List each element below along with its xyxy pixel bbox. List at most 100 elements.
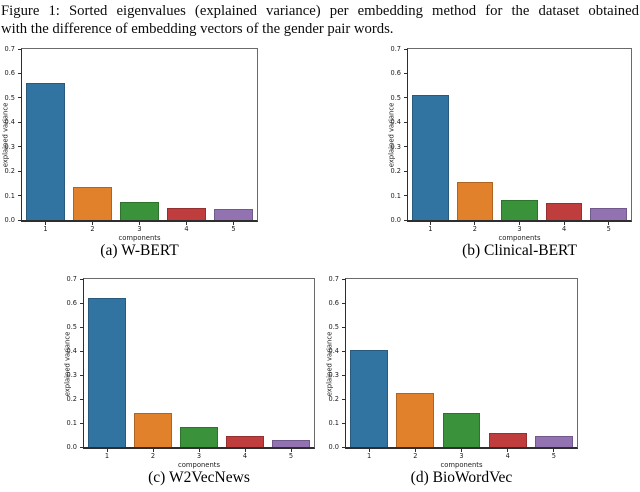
x-tick-label: 2: [472, 225, 477, 233]
plot-area: [21, 48, 258, 222]
y-tick-mark: [18, 48, 21, 50]
y-tick-label: 0.6: [4, 69, 16, 78]
y-tick-mark: [80, 446, 83, 448]
x-tick-label: 1: [43, 225, 48, 233]
y-tick-label: 0.4: [66, 347, 78, 355]
y-axis-label: explained variance: [64, 331, 72, 396]
y-tick-mark: [80, 350, 83, 352]
y-tick-label: 0.1: [328, 419, 340, 427]
x-tick-mark: [233, 222, 234, 225]
y-tick-label: 0.4: [390, 118, 402, 127]
y-tick-label: 0.4: [4, 118, 16, 127]
figure-caption-line2: with the difference of embedding vectors…: [1, 20, 394, 37]
x-tick-mark: [553, 449, 555, 452]
x-axis-label: components: [498, 234, 541, 242]
y-tick-mark: [342, 446, 345, 448]
y-tick-mark: [404, 146, 407, 148]
subfigure-c-w2vecnews: explained variance components (c) W2VecN…: [64, 275, 315, 486]
x-tick-label: 5: [288, 452, 294, 460]
bar-component-3: [180, 426, 218, 447]
bar-component-2: [456, 182, 494, 220]
bar-component-5: [534, 436, 573, 447]
x-tick-label: 4: [505, 452, 510, 460]
x-tick-label: 4: [561, 225, 567, 233]
bar-component-3: [120, 201, 159, 220]
y-tick-label: 0.2: [390, 167, 402, 176]
y-tick-mark: [404, 48, 407, 50]
bar-component-2: [396, 393, 435, 447]
x-tick-mark: [139, 222, 140, 225]
bar-component-5: [272, 439, 310, 447]
y-tick-label: 0.3: [390, 142, 402, 151]
y-tick-mark: [342, 278, 345, 280]
figure-caption: Figure 1: Sorted eigenvalues (explained …: [1, 3, 639, 38]
y-tick-mark: [404, 121, 407, 123]
y-tick-label: 0.1: [4, 191, 16, 200]
x-tick-mark: [368, 449, 370, 452]
x-tick-mark: [414, 449, 416, 452]
y-tick-label: 0.1: [390, 191, 402, 200]
y-tick-label: 0.5: [328, 323, 340, 331]
y-tick-label: 0.6: [328, 299, 340, 307]
y-tick-mark: [18, 72, 21, 74]
x-axis-label: components: [178, 461, 220, 469]
bar-component-5: [590, 207, 627, 220]
y-tick-mark: [80, 398, 83, 400]
subfigure-b-clinical-bert: explained variance components (b) Clinic…: [388, 45, 632, 259]
bar-component-4: [545, 202, 583, 220]
y-tick-label: 0.0: [390, 216, 402, 224]
y-tick-label: 0.0: [328, 443, 340, 451]
bar-component-1: [26, 83, 65, 220]
x-tick-mark: [290, 449, 292, 452]
bar-component-2: [134, 413, 172, 447]
x-axis-label: components: [118, 234, 161, 242]
y-tick-label: 0.2: [66, 395, 78, 403]
subfigure-caption: (a) W-BERT: [100, 242, 179, 259]
x-tick-mark: [608, 222, 610, 225]
y-tick-mark: [18, 170, 21, 172]
y-tick-label: 0.7: [328, 275, 340, 283]
x-tick-mark: [152, 449, 154, 452]
bar-component-1: [412, 95, 449, 220]
x-tick-label: 3: [137, 225, 142, 233]
subfigure-a-wbert: explained variance components (a) W-BERT…: [2, 45, 258, 259]
x-tick-mark: [186, 222, 187, 225]
y-tick-mark: [404, 72, 407, 74]
subfigure-caption: (c) W2VecNews: [148, 469, 250, 486]
plot-area: [345, 278, 578, 449]
y-tick-label: 0.3: [66, 371, 78, 379]
x-tick-mark: [519, 222, 520, 225]
y-tick-label: 0.3: [328, 371, 340, 379]
y-tick-label: 0.7: [390, 45, 402, 53]
y-tick-mark: [18, 219, 21, 221]
y-tick-mark: [80, 422, 83, 424]
y-tick-mark: [342, 326, 345, 328]
bar-component-3: [501, 200, 538, 220]
bar-component-4: [226, 436, 264, 447]
x-tick-label: 5: [231, 225, 236, 233]
y-tick-label: 0.6: [390, 69, 402, 78]
y-tick-mark: [342, 302, 345, 304]
y-tick-label: 0.2: [4, 167, 16, 176]
y-tick-label: 0.7: [4, 45, 16, 53]
bar-component-4: [167, 207, 206, 220]
x-tick-mark: [45, 222, 46, 225]
x-tick-label: 2: [150, 452, 156, 460]
y-tick-mark: [342, 350, 345, 352]
y-tick-label: 0.5: [390, 93, 402, 102]
y-tick-label: 0.5: [4, 93, 16, 102]
bar-component-4: [488, 432, 527, 447]
x-axis-label: components: [440, 461, 483, 469]
y-tick-mark: [80, 302, 83, 304]
x-tick-mark: [429, 222, 431, 225]
y-tick-mark: [18, 121, 21, 123]
y-tick-mark: [18, 97, 21, 99]
y-tick-label: 0.6: [66, 299, 78, 307]
x-tick-mark: [461, 449, 462, 452]
x-tick-label: 5: [551, 452, 556, 460]
x-tick-label: 3: [196, 452, 202, 460]
x-tick-label: 1: [428, 225, 433, 233]
y-tick-mark: [80, 278, 83, 280]
x-tick-label: 2: [90, 225, 95, 233]
